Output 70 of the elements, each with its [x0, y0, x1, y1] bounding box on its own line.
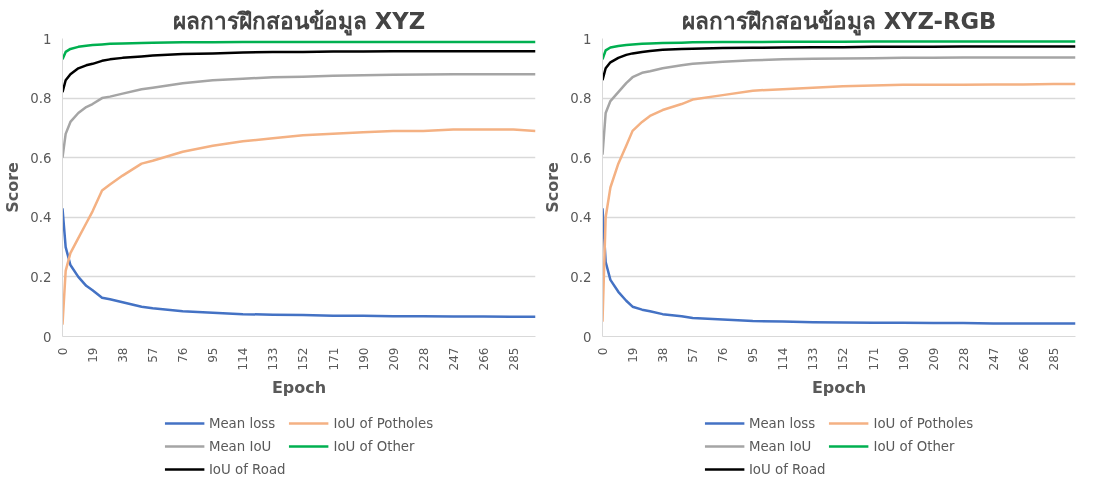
x-tick-label: 247	[986, 347, 1001, 371]
y-tick-label: 0.6	[570, 150, 592, 166]
x-tick-label: 266	[476, 347, 491, 371]
x-tick-label: 209	[926, 347, 941, 371]
y-axis-title: Score	[3, 161, 23, 213]
y-tick-label: 1	[43, 31, 52, 47]
y-tick-label: 0.4	[570, 210, 592, 226]
line-series	[62, 128, 536, 326]
y-tick-label: 0.2	[570, 269, 592, 285]
x-tick-label: 76	[716, 347, 731, 363]
y-tick-label: 0.2	[30, 269, 52, 285]
line-series	[602, 207, 1076, 325]
x-tick-label: 133	[806, 347, 821, 371]
line-series	[602, 56, 1076, 156]
x-tick-label: 152	[836, 347, 851, 371]
legend-label: IoU of Potholes	[873, 415, 974, 431]
legend-label: Mean IoU	[748, 438, 812, 454]
x-tick-label: 247	[446, 347, 461, 371]
x-tick-label: 38	[116, 347, 131, 363]
x-tick-label: 95	[206, 347, 221, 363]
y-tick-label: 0.8	[570, 91, 592, 107]
x-tick-label: 38	[656, 347, 671, 363]
x-tick-label: 114	[776, 347, 791, 371]
x-tick-label: 0	[56, 347, 70, 356]
line-series	[62, 73, 536, 159]
legend-label: IoU of Road	[208, 461, 286, 477]
x-tick-label: 133	[266, 347, 281, 371]
x-tick-label: 171	[326, 347, 341, 371]
line-series	[62, 50, 536, 94]
line-series	[62, 207, 536, 319]
chart-title: ผลการฝึกสอนข้อมูล XYZ	[172, 7, 426, 36]
chart-title: ผลการฝึกสอนข้อมูล XYZ-RGB	[681, 7, 997, 36]
x-tick-label: 209	[386, 347, 401, 371]
x-axis-title: Epoch	[271, 378, 327, 398]
legend-label: IoU of Other	[873, 438, 955, 454]
line-series	[602, 82, 1076, 323]
legend-label: IoU of Road	[748, 461, 826, 477]
x-tick-label: 95	[746, 347, 761, 363]
x-tick-label: 285	[506, 347, 521, 371]
x-tick-label: 57	[686, 347, 701, 363]
x-tick-label: 19	[626, 347, 641, 363]
x-tick-label: 190	[896, 347, 911, 371]
x-tick-label: 266	[1016, 347, 1031, 371]
y-tick-label: 0.4	[30, 210, 52, 226]
x-axis-title: Epoch	[811, 378, 867, 398]
line-series	[602, 45, 1076, 82]
legend-label: IoU of Potholes	[333, 415, 434, 431]
x-tick-label: 152	[296, 347, 311, 371]
legend-label: Mean IoU	[208, 438, 272, 454]
legend-label: IoU of Other	[333, 438, 415, 454]
y-tick-label: 0	[43, 329, 52, 345]
y-tick-label: 0.8	[30, 91, 52, 107]
x-tick-label: 228	[416, 347, 431, 371]
x-tick-label: 57	[146, 347, 161, 363]
x-tick-label: 0	[596, 347, 610, 356]
legend-label: Mean loss	[208, 415, 276, 431]
y-tick-label: 0	[583, 329, 592, 345]
x-tick-label: 76	[176, 347, 191, 363]
x-tick-label: 190	[356, 347, 371, 371]
y-axis-title: Score	[543, 161, 563, 213]
legend-label: Mean loss	[748, 415, 816, 431]
x-tick-label: 228	[956, 347, 971, 371]
x-tick-label: 114	[236, 347, 251, 371]
x-tick-label: 19	[86, 347, 101, 363]
line-series	[62, 40, 536, 61]
y-tick-label: 1	[583, 31, 592, 47]
y-tick-label: 0.6	[30, 150, 52, 166]
x-tick-label: 171	[866, 347, 881, 371]
line-series	[602, 40, 1076, 61]
x-tick-label: 285	[1046, 347, 1061, 371]
